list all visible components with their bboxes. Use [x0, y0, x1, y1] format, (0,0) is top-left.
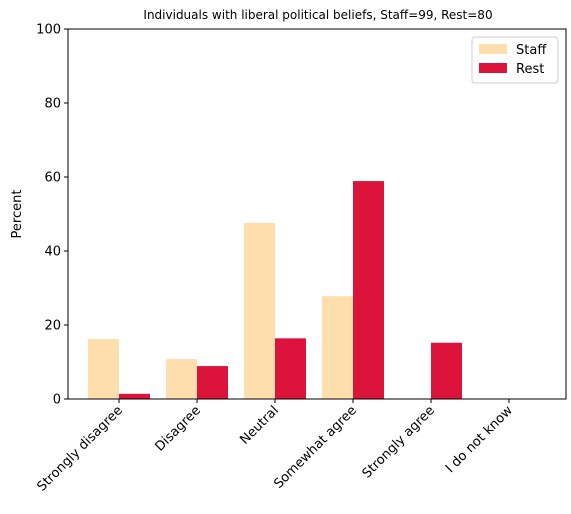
x-tick-label-2: Neutral	[237, 403, 282, 448]
y-axis-label: Percent	[10, 190, 25, 239]
bar-staff-2	[244, 222, 275, 399]
bar-staff-3	[322, 296, 353, 399]
legend: Staff Rest	[471, 36, 559, 84]
chart-title: Individuals with liberal political belie…	[143, 8, 492, 22]
y-axis: 0 20 40 60 80 100	[36, 23, 68, 408]
bar-rest-1	[197, 366, 228, 399]
x-tick-label-5: I do not know	[443, 403, 516, 476]
y-tick-label-4: 80	[44, 97, 61, 112]
plot-frame	[67, 28, 567, 400]
legend-label-staff: Staff	[516, 43, 547, 58]
bar-rest-4	[431, 342, 462, 399]
bar-rest-3	[353, 181, 384, 399]
x-axis: Strongly disagree Disagree NeutralSomewhat…	[34, 399, 516, 495]
y-tick-label-1: 20	[44, 319, 61, 334]
bar-staff-0	[88, 339, 119, 399]
x-tick-label-0: Strongly disagree	[34, 403, 125, 494]
bars-group	[88, 181, 462, 399]
bar-rest-0	[119, 393, 150, 399]
x-tick-label-3: Somewhat agree	[271, 403, 360, 492]
x-tick-label-4: Strongly agree	[360, 403, 438, 481]
bar-rest-2	[275, 338, 306, 399]
bar-staff-1	[166, 359, 197, 399]
legend-label-rest: Rest	[516, 62, 544, 77]
y-tick-label-5: 100	[36, 23, 61, 38]
y-tick-label-2: 40	[44, 245, 61, 260]
legend-swatch-rest	[479, 63, 507, 73]
y-tick-label-3: 60	[44, 171, 61, 186]
legend-swatch-staff	[479, 44, 507, 54]
x-tick-label-1: Disagree	[152, 403, 203, 454]
y-tick-label-0: 0	[53, 393, 61, 408]
